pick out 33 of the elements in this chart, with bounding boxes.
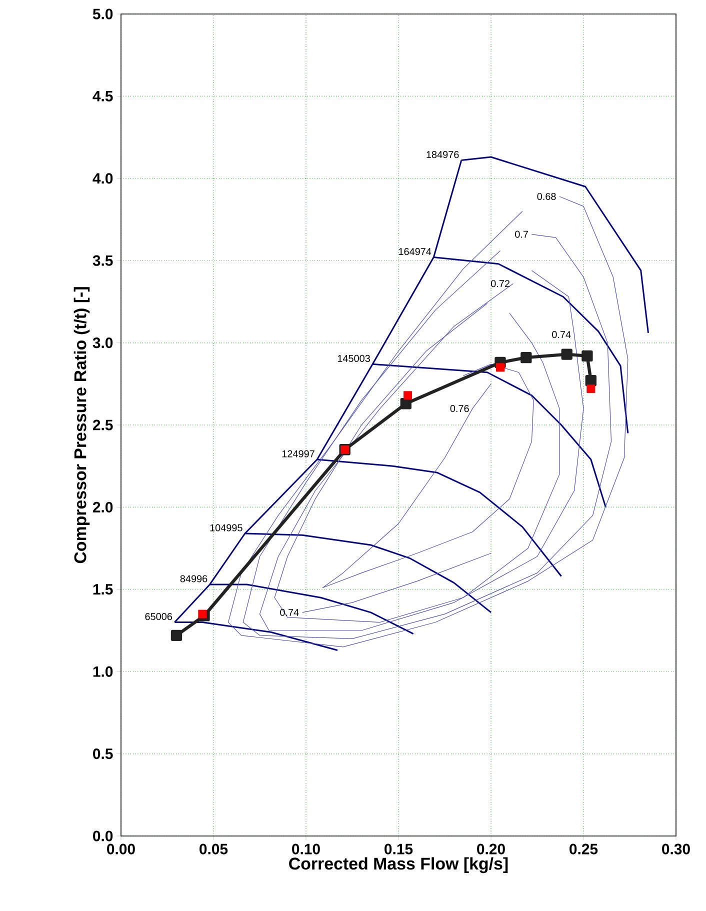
series-label: 124997 [282, 450, 314, 458]
series-label: 184976 [426, 151, 459, 158]
series-label: 84996 [180, 575, 208, 582]
y-tick-label: 0.5 [93, 748, 113, 760]
series-label: 164974 [398, 248, 432, 256]
annotation: 0.7 [515, 230, 528, 238]
y-axis-title: Compressor Pressure Ratio (t/t) [-] [74, 287, 90, 564]
y-tick-label: 1.0 [93, 666, 113, 677]
series-label: 104995 [210, 524, 242, 532]
y-tick-label: 4.5 [92, 90, 113, 102]
y-tick-label: 2.5 [92, 420, 113, 430]
annotation: 0.68 [537, 192, 556, 200]
y-tick-label: 1.5 [93, 584, 113, 595]
annotation: 0.76 [450, 405, 469, 412]
annotation: 0.74 [552, 331, 571, 338]
y-tick-label: 2.0 [92, 502, 113, 512]
y-tick-label: 5.0 [92, 8, 113, 20]
series-label: 65006 [145, 613, 172, 620]
x-tick-label: 0.25 [570, 844, 598, 854]
series-label: 145003 [338, 354, 370, 362]
annotation: 0.72 [491, 280, 510, 288]
x-tick-label: 0.05 [200, 844, 228, 854]
x-tick-label: 0.00 [107, 844, 135, 854]
x-tick-label: 0.30 [662, 844, 690, 854]
y-tick-label: 4.0 [92, 173, 113, 184]
y-tick-label: 0.0 [93, 830, 113, 842]
y-tick-label: 3.0 [92, 337, 113, 348]
x-axis-title: Corrected Mass Flow [kg/s] [289, 857, 508, 874]
x-tick-label: 0.20 [477, 844, 505, 854]
annotation: 0.74 [280, 608, 299, 616]
x-tick-label: 0.15 [384, 844, 413, 854]
x-tick-label: 0.10 [292, 844, 320, 854]
y-tick-label: 3.5 [92, 255, 113, 266]
